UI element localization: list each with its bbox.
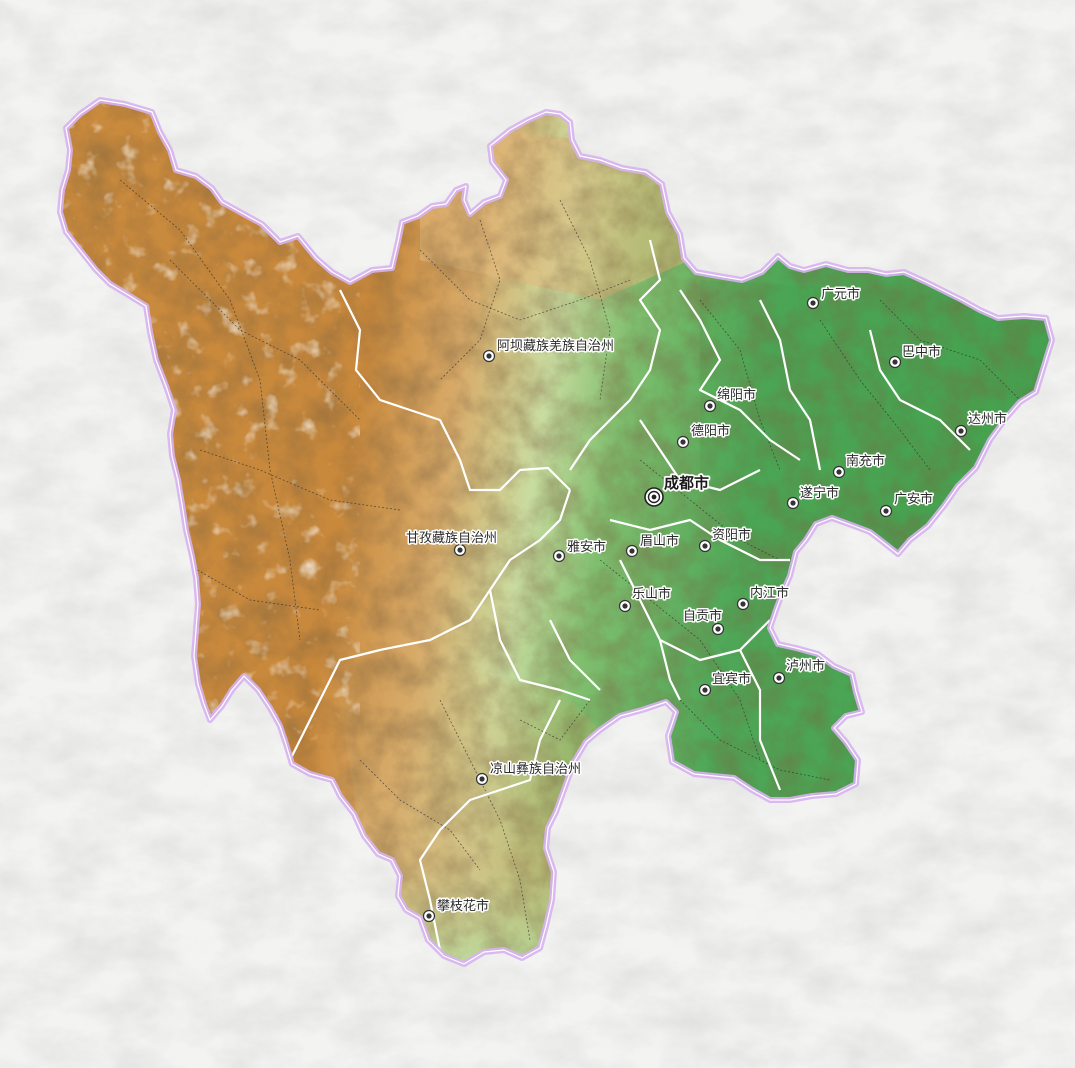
city-label: 阿坝藏族羌族自治州 (497, 338, 614, 354)
city-marker-mianyang[interactable]: 绵阳市 (703, 386, 758, 413)
city-marker-guangan[interactable]: 广安市 (879, 490, 935, 518)
city-label: 广元市 (821, 286, 860, 302)
city-dot-icon (629, 548, 635, 554)
city-dot-icon (479, 776, 485, 782)
city-marker-panzhihua[interactable]: 攀枝花市 (422, 897, 491, 923)
city-dot-icon (707, 403, 713, 409)
city-label: 达州市 (968, 411, 1007, 427)
city-label: 乐山市 (632, 586, 671, 602)
city-marker-meishan[interactable]: 眉山市 (625, 532, 681, 558)
city-label: 甘孜藏族自治州 (406, 530, 497, 546)
city-marker-bazhong[interactable]: 巴中市 (888, 343, 943, 369)
city-label: 资阳市 (712, 527, 751, 543)
city-marker-yaan[interactable]: 雅安市 (552, 538, 608, 563)
city-marker-aba[interactable]: 阿坝藏族羌族自治州 (482, 337, 616, 363)
city-dot-icon (740, 601, 746, 607)
city-markers: 广元市 巴中市 阿坝藏族羌族自治州 绵阳市 达州市 德阳市 (405, 285, 1009, 923)
capital-label: 成都市 (664, 474, 709, 492)
city-dot-icon (426, 913, 432, 919)
prefecture-borders (289, 239, 971, 951)
city-marker-luzhou[interactable]: 泸州市 (772, 657, 827, 685)
city-marker-neijiang[interactable]: 内江市 (736, 584, 791, 611)
city-label: 凉山彝族自治州 (490, 761, 581, 777)
city-marker-ganzi[interactable]: 甘孜藏族自治州 (405, 529, 499, 557)
city-marker-nanchong[interactable]: 南充市 (832, 452, 887, 479)
city-marker-leshan[interactable]: 乐山市 (618, 585, 673, 613)
city-dot-icon (776, 675, 782, 681)
city-label: 绵阳市 (717, 387, 756, 403)
city-marker-deyang[interactable]: 德阳市 (676, 422, 732, 449)
city-dot-icon (715, 626, 721, 632)
capital-marker-chengdu[interactable]: 成都市 (644, 472, 711, 507)
city-label: 泸州市 (786, 658, 825, 674)
city-label: 广安市 (894, 491, 933, 507)
city-label: 巴中市 (902, 344, 941, 360)
city-label: 宜宾市 (712, 671, 751, 687)
city-dot-icon (680, 439, 686, 445)
city-marker-suining[interactable]: 遂宁市 (786, 484, 841, 510)
city-dot-icon (892, 359, 898, 365)
city-marker-ziyang[interactable]: 资阳市 (698, 526, 753, 553)
city-label: 德阳市 (691, 423, 730, 439)
city-marker-liangshan[interactable]: 凉山彝族自治州 (475, 760, 583, 786)
city-dot-icon (810, 300, 816, 306)
city-dot-icon (883, 508, 889, 514)
city-label: 自贡市 (683, 608, 722, 624)
city-dot-icon (622, 603, 628, 609)
county-borders (119, 179, 1021, 941)
city-label: 攀枝花市 (437, 898, 489, 914)
city-dot-icon (702, 543, 708, 549)
city-dot-icon (836, 469, 842, 475)
city-label: 内江市 (750, 585, 789, 601)
city-dot-icon (702, 687, 708, 693)
city-dot-icon (486, 353, 492, 359)
city-label: 眉山市 (640, 533, 679, 549)
city-dot-icon (958, 428, 964, 434)
city-label: 雅安市 (567, 539, 606, 555)
city-marker-dazhou[interactable]: 达州市 (954, 410, 1009, 438)
city-label: 遂宁市 (800, 485, 839, 501)
city-label: 南充市 (846, 453, 885, 469)
city-dot-icon (790, 500, 796, 506)
city-dot-icon (556, 553, 562, 559)
city-marker-zigong[interactable]: 自贡市 (682, 607, 725, 636)
city-marker-guangyuan[interactable]: 广元市 (806, 285, 862, 310)
city-marker-yibin[interactable]: 宜宾市 (698, 670, 753, 697)
city-dot-icon (457, 547, 463, 553)
